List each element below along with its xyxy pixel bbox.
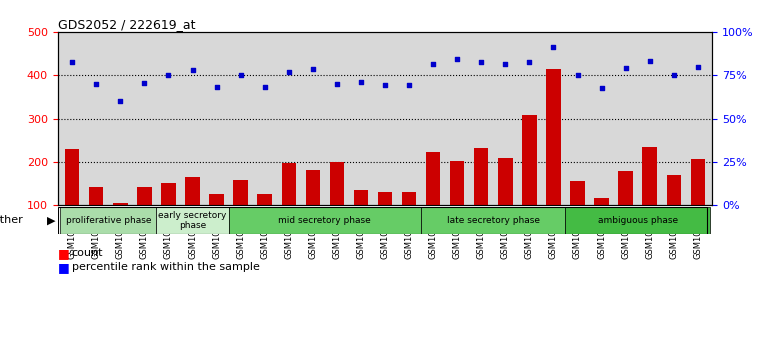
Point [139,80,151,85]
Bar [137,187,152,249]
Bar [691,159,705,249]
Bar [161,183,176,249]
Bar [618,171,633,249]
Bar [233,180,248,249]
Point [90,81,102,87]
Text: ■: ■ [58,247,69,259]
Point [403,82,415,87]
Text: other: other [0,215,23,225]
Point [691,64,704,69]
Point [330,81,343,87]
Text: mid secretory phase: mid secretory phase [279,216,371,225]
Point [234,73,246,78]
Bar [474,148,488,249]
Bar [498,158,513,249]
Point [644,58,656,64]
Point [499,62,511,67]
Bar [353,190,368,249]
Bar [642,147,657,249]
Text: GDS2052 / 222619_at: GDS2052 / 222619_at [58,18,196,31]
Bar [594,198,609,249]
Point [283,69,295,75]
Point [66,59,79,65]
Point [595,85,608,91]
Point [379,82,391,87]
Bar [65,149,79,249]
Bar [522,115,537,249]
Bar [113,203,128,249]
Point [114,98,126,104]
Point [186,67,199,73]
Text: ■: ■ [58,261,69,274]
Bar [571,181,584,249]
Bar [282,163,296,249]
Bar [229,207,421,234]
Bar [330,162,344,249]
Bar [156,207,229,234]
Bar [306,170,320,249]
Text: ambiguous phase: ambiguous phase [598,216,678,225]
Bar [186,177,199,249]
Text: percentile rank within the sample: percentile rank within the sample [72,262,259,272]
Bar [402,192,417,249]
Point [306,66,319,72]
Point [475,59,487,65]
Point [162,73,175,78]
Text: proliferative phase: proliferative phase [65,216,151,225]
Text: early secretory
phase: early secretory phase [159,211,226,230]
Bar [421,207,565,234]
Bar [546,69,561,249]
Point [619,65,631,71]
Point [259,85,271,90]
Point [571,73,584,78]
Text: ▶: ▶ [47,215,56,225]
Bar [450,161,464,249]
Point [451,56,464,62]
Bar [257,194,272,249]
Text: count: count [72,248,103,258]
Bar [378,192,392,249]
Bar [667,175,681,249]
Point [427,61,439,66]
Bar [60,207,156,234]
Bar [426,152,440,249]
Bar [209,194,224,249]
Text: late secretory phase: late secretory phase [447,216,540,225]
Point [668,73,680,78]
Point [210,85,223,90]
Point [547,44,560,50]
Bar [89,187,103,249]
Point [524,59,536,65]
Bar [565,207,710,234]
Point [355,79,367,85]
